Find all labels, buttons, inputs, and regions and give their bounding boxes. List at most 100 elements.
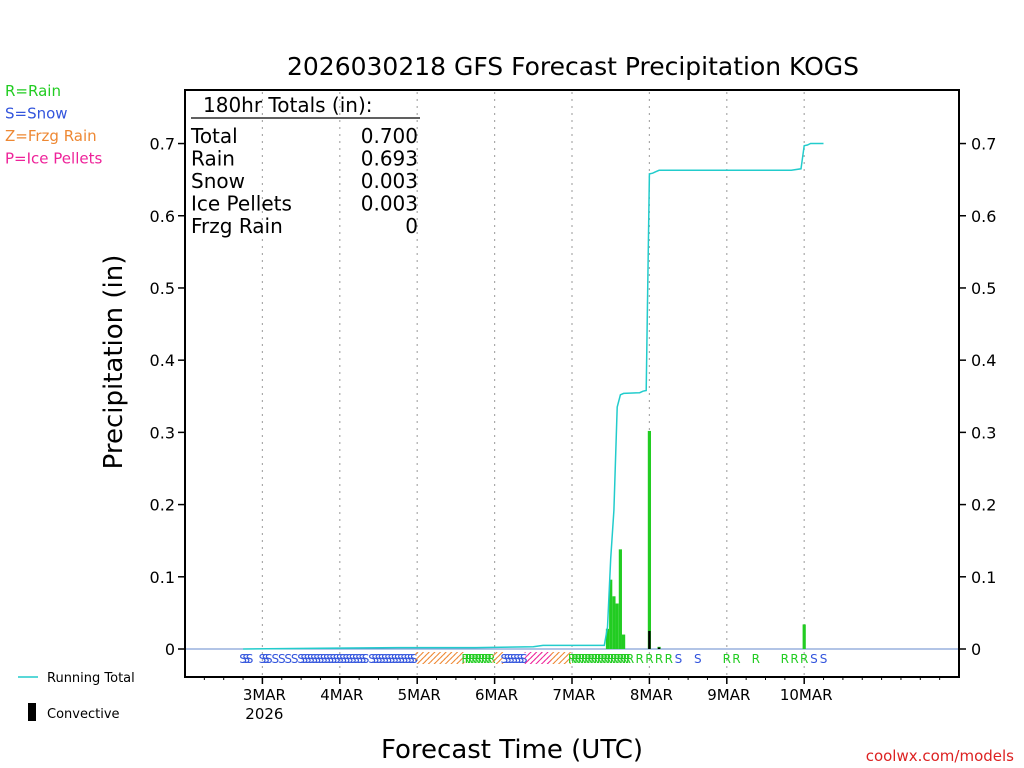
ptype-mark-r: R xyxy=(600,652,608,666)
y-tick-label: 0.5 xyxy=(150,279,175,298)
ptype-mark-r: R xyxy=(474,652,482,666)
ptype-strip: SSS SSSSSSSSSSSSSSSSSSSSSSSSSSSSSSSSSSSSS… xyxy=(239,652,827,666)
ptype-mark-s: S xyxy=(510,652,518,666)
precip-bar xyxy=(622,634,626,649)
ptype-mark-z xyxy=(437,652,442,664)
convective-bar xyxy=(657,647,661,649)
ptype-mark-z xyxy=(460,652,465,664)
ptype-mark-z xyxy=(566,652,571,664)
x-tick-label: 8MAR xyxy=(630,686,673,704)
ptype-mark-r: R xyxy=(623,652,631,666)
ptype-mark-r: R xyxy=(613,652,621,666)
ptype-mark-s: S xyxy=(262,652,270,666)
ptype-mark-s: S xyxy=(504,652,512,666)
running-total-line xyxy=(243,142,824,650)
totals-row-label: Snow xyxy=(191,169,245,193)
ptype-mark-s: S xyxy=(301,652,309,666)
ptype-mark-s: S xyxy=(388,652,396,666)
y-tick-label-right: 0.5 xyxy=(971,279,996,298)
ptype-legend-item: S=Snow xyxy=(5,105,68,123)
precip-bar xyxy=(615,603,619,649)
ptype-mark-r: R xyxy=(571,652,579,666)
ptype-mark-r: R xyxy=(481,652,489,666)
ptype-mark-s: S xyxy=(317,652,325,666)
ptype-mark-r: R xyxy=(597,652,605,666)
ptype-mark-z xyxy=(450,652,455,664)
ptype-mark-s: S xyxy=(297,652,305,666)
y-tick-label: 0.1 xyxy=(150,568,175,587)
y-tick-label-right: 0.6 xyxy=(971,207,996,226)
ptype-mark-r: R xyxy=(790,652,798,666)
ptype-mark-z xyxy=(563,652,568,664)
ptype-mark-s: S xyxy=(342,652,350,666)
ptype-mark-z xyxy=(447,652,452,664)
ptype-mark-s: S xyxy=(397,652,405,666)
ptype-mark-r: R xyxy=(461,652,469,666)
ptype-mark-s: S xyxy=(310,652,318,666)
ptype-mark-s: S xyxy=(507,652,515,666)
ptype-mark-z xyxy=(434,652,439,664)
ptype-mark-r: R xyxy=(619,652,627,666)
ptype-mark-s: S xyxy=(404,652,412,666)
y-tick-label-right: 0 xyxy=(971,640,981,659)
precip-bar xyxy=(647,430,651,649)
ptype-mark-s: S xyxy=(359,652,367,666)
totals-row-label: Rain xyxy=(191,147,235,171)
ptype-mark-r: R xyxy=(781,652,789,666)
ptype-mark-s: S xyxy=(391,652,399,666)
convective-bar xyxy=(648,630,651,649)
ptype-mark-s: S xyxy=(352,652,360,666)
ptype-mark-s: S xyxy=(333,652,341,666)
ptype-mark-r: R xyxy=(471,652,479,666)
totals-box: 180hr Totals (in): Total 0.700 Rain 0.693 Sn… xyxy=(190,93,420,238)
ptype-mark-z xyxy=(415,652,420,664)
ptype-mark-r: R xyxy=(655,652,663,666)
ptype-mark-r: R xyxy=(610,652,618,666)
ptype-mark-s: S xyxy=(291,652,299,666)
ptype-mark-s: S xyxy=(323,652,331,666)
y-tick-label: 0.2 xyxy=(150,496,175,515)
y-tick-label: 0.6 xyxy=(150,207,175,226)
ptype-mark-r: R xyxy=(636,652,644,666)
ptype-mark-z xyxy=(556,652,562,664)
ptype-mark-s: S xyxy=(339,652,347,666)
ptype-mark-s: S xyxy=(513,652,521,666)
ptype-legend-item: P=Ice Pellets xyxy=(5,150,102,168)
ptype-mark-z xyxy=(495,652,501,664)
ptype-mark-s: S xyxy=(820,652,828,666)
ptype-mark-z xyxy=(444,652,449,664)
ptype-mark-r: R xyxy=(732,652,740,666)
precip-bar xyxy=(618,549,622,649)
ptype-mark-s: S xyxy=(320,652,328,666)
ptype-mark-r: R xyxy=(487,652,495,666)
ptype-mark-z xyxy=(560,652,565,664)
ptype-mark-z xyxy=(456,652,462,664)
x-tick-label: 10MAR xyxy=(780,686,833,704)
ptype-mark-s: S xyxy=(407,652,415,666)
totals-row-label: Frzg Rain xyxy=(191,214,283,238)
ptype-mark-r: R xyxy=(465,652,473,666)
ptype-mark-z xyxy=(421,652,426,664)
ptype-mark-p xyxy=(534,652,539,664)
ptype-mark-p xyxy=(540,652,546,664)
ptype-mark-s: S xyxy=(278,652,286,666)
precip-bar xyxy=(605,628,610,649)
ptype-mark-p xyxy=(524,652,530,664)
credit-link[interactable]: coolwx.com/models xyxy=(866,747,1014,765)
ptype-mark-s: S xyxy=(259,652,267,666)
totals-row-value: 0 xyxy=(405,214,418,238)
ptype-mark-s: S xyxy=(400,652,408,666)
ptype-mark-z xyxy=(498,652,504,664)
x-tick-label: 6MAR xyxy=(475,686,518,704)
ptype-mark-p xyxy=(544,652,549,664)
ptype-mark-r: R xyxy=(484,652,492,666)
ptype-mark-s: S xyxy=(381,652,389,666)
y-tick-label: 0.7 xyxy=(150,135,175,154)
y-tick-label: 0.4 xyxy=(150,351,175,370)
ptype-mark-r: R xyxy=(665,652,673,666)
ptype-mark-r: R xyxy=(594,652,602,666)
ptype-mark-s: S xyxy=(271,652,279,666)
ptype-mark-s: S xyxy=(500,652,508,666)
ptype-mark-s: S xyxy=(239,652,247,666)
y-tick-label-right: 0.2 xyxy=(971,496,996,515)
